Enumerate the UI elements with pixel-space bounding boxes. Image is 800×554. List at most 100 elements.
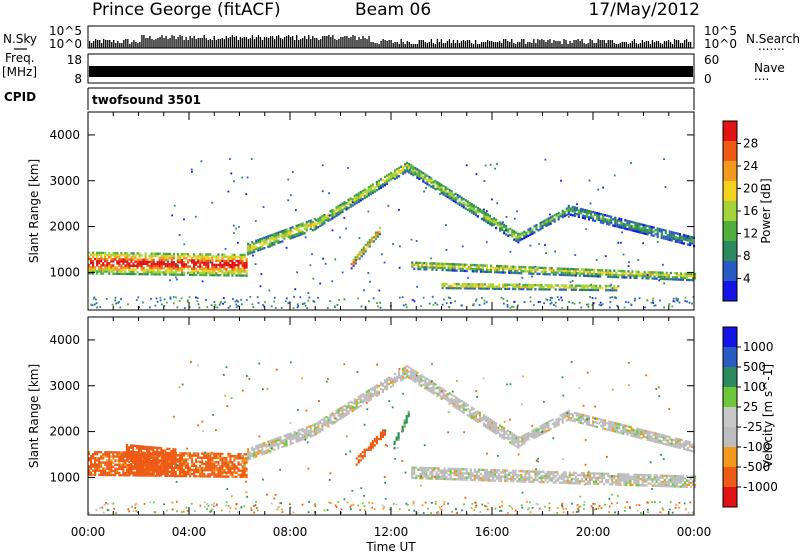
- velocity-cell: [178, 462, 181, 465]
- velocity-cell: [664, 436, 667, 440]
- power-cell: [684, 236, 688, 240]
- power-speckle: [224, 301, 226, 304]
- power-cell: [668, 232, 671, 235]
- velocity-cell: [353, 402, 356, 405]
- power-cell: [357, 200, 360, 203]
- power-cell: [148, 268, 151, 272]
- power-cell: [136, 258, 139, 261]
- velocity-cell: [432, 392, 435, 395]
- power-cell: [664, 235, 667, 239]
- velocity-cell: [245, 475, 248, 479]
- power-isolated-cell: [621, 231, 623, 234]
- sky-noise-bar: [300, 39, 302, 48]
- power-cell: [585, 209, 589, 212]
- power-speckle: [94, 298, 97, 301]
- power-cell: [670, 235, 673, 238]
- power-cell: [205, 259, 208, 262]
- sky-noise-bar: [101, 43, 103, 48]
- velocity-cell: [341, 416, 344, 419]
- power-cell: [656, 233, 659, 236]
- power-cell: [267, 235, 270, 238]
- velocity-cell: [466, 414, 469, 417]
- power-cell: [427, 266, 430, 269]
- velocity-cell: [189, 452, 192, 455]
- power-cell: [170, 267, 173, 270]
- power-cell: [379, 178, 382, 181]
- power-cell: [634, 221, 637, 225]
- velocity-cell: [102, 457, 105, 460]
- velocity-cell: [281, 439, 284, 442]
- power-cell: [542, 286, 545, 289]
- power-cell: [118, 272, 121, 275]
- power-speckle: [150, 297, 152, 300]
- power-cell: [370, 240, 373, 244]
- power-cell: [458, 195, 461, 198]
- velocity-cell: [438, 391, 441, 395]
- power-cell: [277, 233, 280, 236]
- sky-noise-bar: [505, 39, 507, 48]
- power-cell: [690, 238, 694, 241]
- power-cell: [530, 283, 533, 287]
- velocity-cell: [443, 475, 446, 479]
- velocity-cell: [581, 413, 584, 417]
- sky-noise-bar: [243, 37, 246, 48]
- power-cell: [134, 254, 137, 257]
- power-cell: [443, 264, 446, 268]
- velocity-cell: [124, 465, 127, 469]
- power-cell: [339, 203, 342, 207]
- power-cell: [489, 283, 493, 286]
- power-cell: [126, 254, 129, 257]
- power-speckle: [454, 300, 456, 303]
- power-cell: [114, 258, 117, 261]
- velocity-cell: [293, 435, 296, 438]
- power-cell: [635, 274, 638, 277]
- power-cell: [370, 238, 373, 241]
- sky-noise-bar: [410, 44, 412, 48]
- velocity-cell: [413, 472, 416, 476]
- power-cell: [453, 263, 456, 266]
- power-cell: [465, 263, 468, 266]
- power-cell: [616, 221, 619, 224]
- power-cell: [88, 251, 91, 254]
- power-cell: [473, 270, 476, 273]
- velocity-cell: [271, 439, 274, 442]
- power-speckle: [529, 300, 532, 303]
- power-cell: [434, 181, 437, 185]
- power-cell: [303, 225, 306, 229]
- power-cell: [277, 241, 280, 245]
- velocity-cell: [414, 376, 417, 379]
- power-cell: [295, 226, 298, 230]
- velocity-cell: [622, 432, 625, 435]
- power-cell: [241, 253, 244, 257]
- power-cell: [207, 261, 210, 264]
- velocity-cell: [499, 424, 502, 427]
- power-cell: [148, 266, 151, 270]
- velocity-cell: [551, 422, 554, 426]
- sky-noise-bar: [436, 39, 439, 48]
- sky-noise-bar: [577, 39, 579, 48]
- power-cell: [511, 233, 514, 236]
- velocity-cell: [88, 459, 91, 462]
- sky-noise-bar: [609, 40, 611, 48]
- power-cell: [193, 253, 196, 256]
- power-cell: [459, 269, 462, 272]
- velocity-cell: [471, 478, 474, 482]
- power-cell: [596, 211, 599, 215]
- power-speckle: [434, 302, 437, 304]
- velocity-cell: [543, 427, 546, 430]
- power-cell: [601, 286, 604, 290]
- velocity-cell: [227, 452, 230, 456]
- power-cell: [269, 242, 272, 246]
- power-cell: [541, 220, 544, 224]
- power-cell: [152, 273, 155, 276]
- velocity-cell: [435, 475, 438, 478]
- velocity-cell: [319, 421, 322, 425]
- power-cell: [359, 197, 362, 200]
- velocity-cell: [684, 440, 688, 443]
- power-cell: [664, 229, 667, 232]
- power-cell: [545, 222, 548, 226]
- velocity-cell: [533, 430, 536, 433]
- power-cell: [168, 271, 171, 274]
- power-cell: [237, 261, 240, 265]
- velocity-cell: [335, 409, 338, 413]
